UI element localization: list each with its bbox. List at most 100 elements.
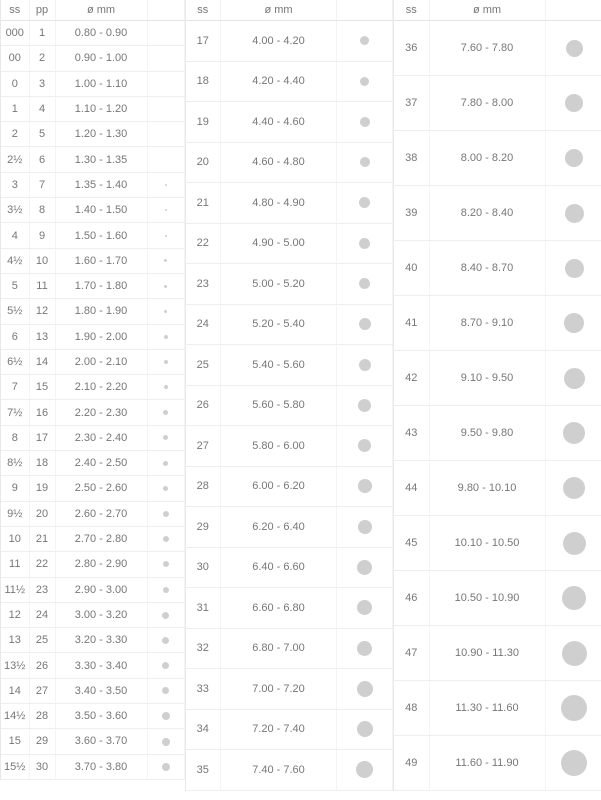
cell-dot [147, 501, 184, 526]
table-row: 367.60 - 7.80 [394, 21, 601, 76]
table-row: 14½283.50 - 3.60 [1, 704, 184, 729]
table-row: 255.40 - 5.60 [186, 345, 393, 386]
cell-dot [545, 296, 601, 351]
cell-mm: 4.80 - 4.90 [221, 183, 337, 224]
header-row: ss ø mm [186, 0, 393, 21]
cell-dot [545, 21, 601, 76]
header-ss: ss [1, 0, 29, 21]
cell-mm: 1.40 - 1.50 [55, 198, 147, 223]
size-dot-icon [358, 439, 371, 452]
cell-mm: 3.60 - 3.70 [55, 729, 147, 754]
cell-ss: 2 [1, 122, 29, 147]
cell-ss: 27 [186, 426, 221, 467]
size-dot-icon [357, 641, 372, 656]
table-row: 00010.80 - 0.90 [1, 21, 184, 46]
size-dot-icon [163, 410, 168, 415]
cell-mm: 1.30 - 1.35 [55, 147, 147, 172]
table-row: 4911.60 - 11.90 [394, 736, 601, 791]
size-dot-icon [164, 360, 168, 364]
table-row: 347.20 - 7.40 [186, 709, 393, 750]
table-col3: ss ø mm 367.60 - 7.80377.80 - 8.00388.00… [394, 0, 601, 791]
size-dot-icon [164, 335, 168, 339]
table-row: 337.00 - 7.20 [186, 669, 393, 710]
cell-dot [147, 324, 184, 349]
size-dot-icon [359, 197, 370, 208]
column-3: ss ø mm 367.60 - 7.80377.80 - 8.00388.00… [393, 0, 601, 791]
cell-dot [337, 709, 393, 750]
cell-dot [545, 736, 601, 791]
table-row: 11222.80 - 2.90 [1, 552, 184, 577]
table-row: 429.10 - 9.50 [394, 351, 601, 406]
size-dot-icon [562, 641, 587, 666]
size-dot-icon [359, 278, 370, 289]
cell-dot [147, 172, 184, 197]
cell-dot [337, 628, 393, 669]
cell-ss: 31 [186, 588, 221, 629]
size-dot-icon [162, 662, 169, 669]
cell-mm: 0.80 - 0.90 [55, 21, 147, 46]
cell-mm: 3.50 - 3.60 [55, 704, 147, 729]
cell-mm: 2.70 - 2.80 [55, 526, 147, 551]
cell-ss: 3½ [1, 198, 29, 223]
cell-dot [147, 704, 184, 729]
cell-ss: 4 [1, 223, 29, 248]
cell-dot [147, 96, 184, 121]
header-ss: ss [394, 0, 429, 21]
size-dot-icon [358, 479, 372, 493]
cell-mm: 6.00 - 6.20 [221, 466, 337, 507]
cell-pp: 3 [29, 71, 55, 96]
size-dot-icon [565, 259, 584, 278]
table-row: 5½121.80 - 1.90 [1, 299, 184, 324]
size-dot-icon [564, 313, 584, 333]
cell-ss: 6 [1, 324, 29, 349]
size-dot-icon [163, 511, 169, 517]
table-row: 194.40 - 4.60 [186, 102, 393, 143]
cell-mm: 1.35 - 1.40 [55, 172, 147, 197]
cell-mm: 1.90 - 2.00 [55, 324, 147, 349]
cell-ss: 8½ [1, 451, 29, 476]
cell-ss: 24 [186, 304, 221, 345]
cell-dot [545, 186, 601, 241]
cell-dot [147, 71, 184, 96]
cell-mm: 7.80 - 8.00 [429, 76, 545, 131]
table-row: 4½101.60 - 1.70 [1, 248, 184, 273]
cell-mm: 1.50 - 1.60 [55, 223, 147, 248]
table-row: 13253.20 - 3.30 [1, 628, 184, 653]
cell-ss: 9½ [1, 501, 29, 526]
cell-mm: 3.20 - 3.30 [55, 628, 147, 653]
cell-ss: 21 [186, 183, 221, 224]
cell-ss: 32 [186, 628, 221, 669]
cell-mm: 8.70 - 9.10 [429, 296, 545, 351]
size-dot-icon [359, 238, 370, 249]
size-dot-icon [164, 310, 167, 313]
size-dot-icon [564, 368, 585, 389]
table-row: 316.60 - 6.80 [186, 588, 393, 629]
cell-pp: 29 [29, 729, 55, 754]
size-dot-icon [565, 204, 584, 223]
cell-dot [337, 426, 393, 467]
cell-mm: 7.40 - 7.60 [221, 750, 337, 791]
cell-pp: 2 [29, 46, 55, 71]
table-row: 371.35 - 1.40 [1, 172, 184, 197]
table-row: 326.80 - 7.00 [186, 628, 393, 669]
table-row: 12243.00 - 3.20 [1, 602, 184, 627]
header-dot [337, 0, 393, 21]
cell-dot [337, 750, 393, 791]
cell-ss: 000 [1, 21, 29, 46]
cell-ss: 28 [186, 466, 221, 507]
cell-mm: 1.20 - 1.30 [55, 122, 147, 147]
size-dot-icon [561, 750, 587, 776]
table-row: 9192.50 - 2.60 [1, 476, 184, 501]
cell-ss: 41 [394, 296, 429, 351]
header-dot [545, 0, 601, 21]
table-row: 449.80 - 10.10 [394, 461, 601, 516]
table-row: 8½182.40 - 2.50 [1, 451, 184, 476]
cell-ss: 15½ [1, 754, 29, 779]
header-row: ss ø mm [394, 0, 601, 21]
cell-dot [337, 102, 393, 143]
cell-mm: 10.50 - 10.90 [429, 571, 545, 626]
cell-ss: 14½ [1, 704, 29, 729]
size-dot-icon [162, 612, 169, 619]
cell-ss: 14 [1, 678, 29, 703]
cell-ss: 20 [186, 142, 221, 183]
